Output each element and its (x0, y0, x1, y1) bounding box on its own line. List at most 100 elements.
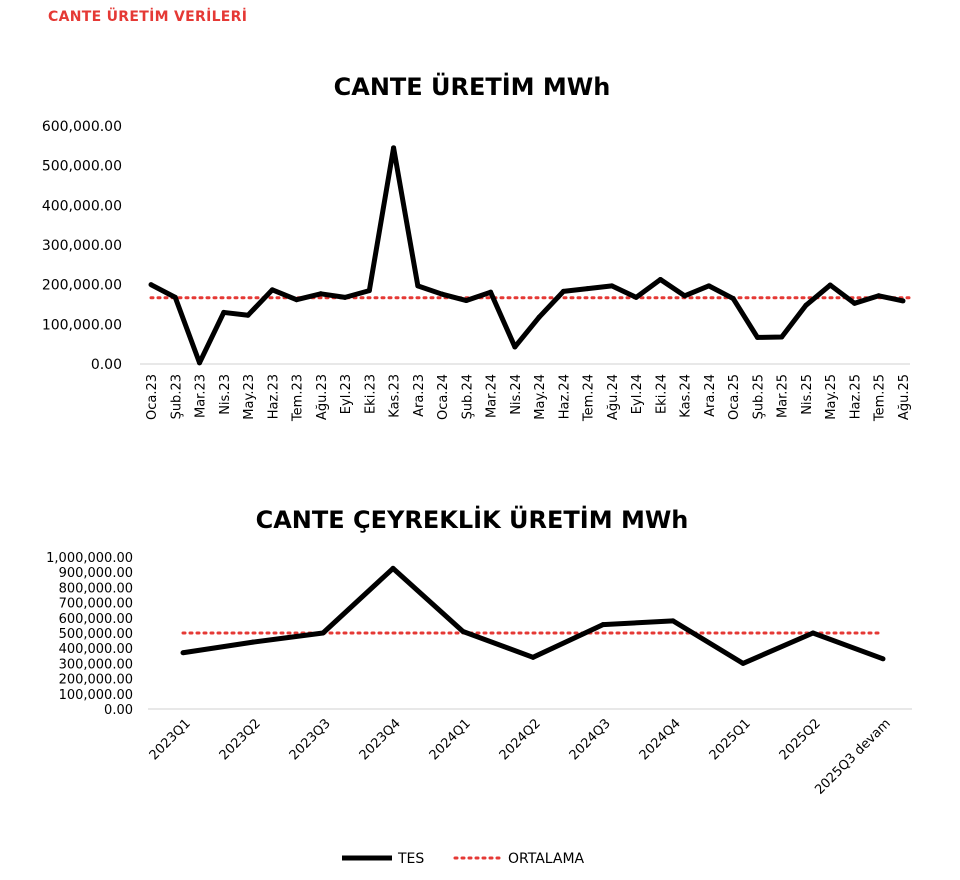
chart1-xtick-label: Ara.23 (412, 374, 427, 417)
legend: TES ORTALAMA (342, 851, 585, 867)
chart2-point (810, 630, 816, 636)
chart1-ytick-label: 100,000.00 (42, 317, 122, 333)
chart1-xtick-label: Kas.23 (388, 374, 403, 418)
chart2-ytick-label: 100,000.00 (59, 688, 133, 703)
chart2-title: CANTE ÇEYREKLİK ÜRETİM MWh (256, 504, 689, 534)
chart1-xtick-label: Nis.24 (509, 374, 524, 415)
chart1-xtick-label: Eyl.24 (630, 374, 645, 414)
chart2-xtick-label: 2024Q4 (637, 716, 684, 763)
chart1-point (342, 294, 348, 300)
chart1-point (172, 294, 178, 300)
chart2-ytick-label: 300,000.00 (59, 657, 133, 672)
chart1-xtick-label: Nis.23 (218, 374, 233, 415)
chart2-point (390, 565, 396, 571)
chart1-series-tes (149, 145, 904, 366)
chart2-ytick-label: 600,000.00 (59, 612, 133, 627)
chart1-point (221, 309, 227, 315)
chart1-xtick-label: Tem.23 (291, 374, 306, 422)
chart1-xtick-label: Haz.25 (848, 374, 863, 419)
chart2-xtick-label: 2025Q1 (707, 716, 754, 763)
chart2-xtick-label: 2024Q1 (427, 716, 474, 763)
chart2-point (180, 650, 186, 656)
chart1-point (197, 360, 203, 366)
chart1-xtick-label: Oca.24 (436, 374, 451, 420)
chart1-xtick-label: Kas.24 (679, 374, 694, 418)
chart1-point (560, 288, 566, 294)
chart1-point (754, 334, 760, 340)
chart2-point (320, 630, 326, 636)
chart1-x-axis: Oca.23 Şub.23 Mar.23 Nis.23 May.23 Haz.23 Tem.… (145, 374, 912, 422)
chart1-point (366, 288, 372, 294)
chart1-point (633, 294, 639, 300)
chart1-point (706, 283, 712, 289)
quarterly-production-chart: CANTE ÇEYREKLİK ÜRETİM MWh 0.00100,000.0… (46, 504, 912, 798)
chart2-ytick-label: 1,000,000.00 (46, 551, 133, 566)
chart1-ytick-label: 200,000.00 (42, 278, 122, 294)
chart1-xtick-label: Haz.24 (557, 374, 572, 419)
chart1-xtick-label: Ağu.24 (606, 374, 621, 420)
chart2-xtick-label: 2024Q3 (567, 716, 614, 763)
chart1-xtick-label: Eyl.23 (339, 374, 354, 414)
chart2-ytick-label: 900,000.00 (59, 566, 133, 581)
chart1-point (876, 293, 882, 299)
chart1-xtick-label: May.23 (242, 374, 257, 420)
chart2-xtick-label: 2025Q3 devam (812, 716, 894, 798)
chart1-point (245, 312, 251, 318)
chart1-ytick-label: 400,000.00 (42, 198, 122, 214)
chart1-point (827, 282, 833, 288)
chart2-ytick-label: 400,000.00 (59, 642, 133, 657)
chart2-xtick-label: 2023Q4 (357, 716, 404, 763)
chart2-x-axis: 2023Q1 2023Q2 2023Q3 2023Q4 2024Q1 2024Q2 2024… (147, 716, 894, 798)
chart1-point (439, 291, 445, 297)
chart1-xtick-label: Oca.25 (727, 374, 742, 420)
chart1-point (488, 289, 494, 295)
chart2-point (530, 654, 536, 660)
chart1-xtick-label: May.24 (533, 374, 548, 420)
monthly-production-chart: CANTE ÜRETİM MWh 0.00 100,000.00 200,000.0… (42, 71, 913, 422)
chart2-xtick-label: 2024Q2 (497, 716, 544, 763)
chart1-point (294, 297, 300, 303)
chart1-xtick-label: Ağu.23 (315, 374, 330, 420)
chart2-xtick-label: 2025Q2 (777, 716, 824, 763)
chart1-xtick-label: Ağu.25 (897, 374, 912, 420)
chart1-xtick-label: Tem.25 (873, 374, 888, 422)
chart1-point (803, 302, 809, 308)
chart1-ytick-label: 500,000.00 (42, 159, 122, 175)
chart1-xtick-label: Oca.23 (145, 374, 160, 420)
chart1-y-axis: 0.00 100,000.00 200,000.00 300,000.00 400,00… (42, 119, 122, 373)
chart2-point (460, 628, 466, 634)
chart2-point (670, 618, 676, 624)
chart1-point (463, 298, 469, 304)
chart2-y-axis: 0.00100,000.00200,000.00300,000.00400,00… (46, 551, 133, 718)
chart1-xtick-label: May.25 (824, 374, 839, 420)
chart1-point (391, 145, 397, 151)
legend-tes-label: TES (397, 851, 424, 867)
chart1-point (682, 293, 688, 299)
chart2-ytick-label: 500,000.00 (59, 627, 133, 642)
chart1-point (730, 296, 736, 302)
chart2-series-tes (182, 565, 884, 666)
chart1-point (851, 300, 857, 306)
chart2-point (740, 660, 746, 666)
chart1-point (900, 298, 906, 304)
chart1-xtick-label: Ara.24 (703, 374, 718, 417)
chart2-xtick-label: 2023Q2 (217, 716, 264, 763)
chart1-point (609, 283, 615, 289)
chart2-ytick-label: 800,000.00 (59, 581, 133, 596)
chart2-xtick-label: 2023Q3 (287, 716, 334, 763)
chart1-xtick-label: Mar.24 (485, 374, 500, 418)
chart1-xtick-label: Şub.24 (460, 374, 475, 419)
legend-ortalama-label: ORTALAMA (508, 851, 585, 867)
chart1-ytick-label: 600,000.00 (42, 119, 122, 135)
chart2-point (880, 656, 886, 662)
chart1-xtick-label: Mar.23 (194, 374, 209, 418)
chart1-xtick-label: Tem.24 (582, 374, 597, 422)
chart1-points (148, 145, 906, 366)
chart1-point (148, 282, 154, 288)
chart1-xtick-label: Mar.25 (776, 374, 791, 418)
chart1-point (318, 291, 324, 297)
chart1-ytick-label: 300,000.00 (42, 238, 122, 254)
chart2-point (600, 622, 606, 628)
chart2-ytick-label: 200,000.00 (59, 673, 133, 688)
